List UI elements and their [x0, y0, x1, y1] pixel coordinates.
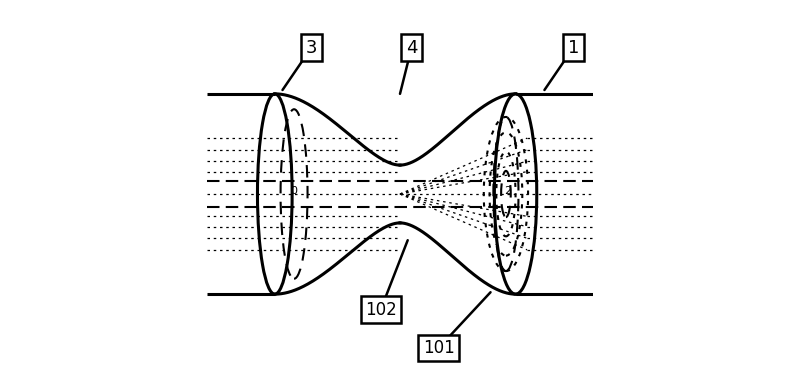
Text: 3: 3 — [306, 39, 317, 57]
Text: 101: 101 — [422, 339, 454, 357]
Text: 1: 1 — [568, 39, 579, 57]
Text: 0: 0 — [290, 186, 298, 196]
Text: 102: 102 — [365, 301, 397, 319]
Text: 4: 4 — [406, 39, 418, 57]
Text: 2: 2 — [504, 186, 511, 196]
